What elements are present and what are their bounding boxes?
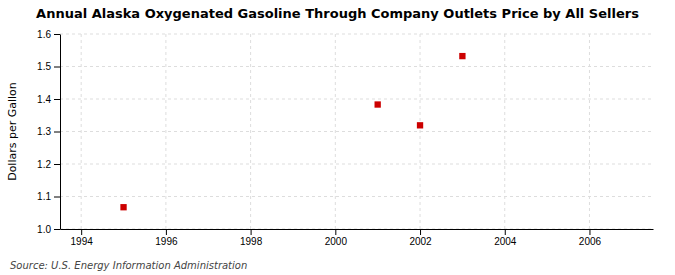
tick: 1998 xyxy=(240,229,263,247)
tick-label: 1996 xyxy=(155,236,178,247)
tick-label: 1.3 xyxy=(37,126,51,137)
tick-mark xyxy=(420,229,421,235)
source: Source: U.S. Energy Information Administ… xyxy=(10,260,247,271)
tick-mark xyxy=(54,164,60,165)
tick-mark xyxy=(589,229,590,235)
grid-line xyxy=(60,34,653,35)
point xyxy=(459,53,465,59)
tick-label: 1.1 xyxy=(37,191,51,202)
grid-line xyxy=(504,34,505,229)
tick-mark xyxy=(54,99,60,100)
point xyxy=(417,122,423,128)
grid-line xyxy=(60,131,653,132)
tick-label: 2002 xyxy=(409,236,432,247)
grid-line xyxy=(165,34,166,229)
grid-line xyxy=(60,66,653,67)
grid-line xyxy=(60,229,653,230)
y-axis: 1.0 1.1 1.2 1.3 1.4 1.5 1.6 xyxy=(37,29,60,235)
x-axis: 1994 1996 1998 2000 2002 2004 2006 xyxy=(61,229,654,247)
grid-line xyxy=(589,34,590,229)
grid-line xyxy=(60,196,653,197)
tick-label: 1.6 xyxy=(37,29,51,40)
tick: 2006 xyxy=(579,229,602,247)
tick-mark xyxy=(81,229,82,235)
axis-line xyxy=(60,35,61,230)
tick-label: 1.0 xyxy=(37,224,51,235)
tick-mark xyxy=(335,229,336,235)
tick-label: 2004 xyxy=(494,236,517,247)
tick: 2002 xyxy=(409,229,432,247)
tick-label: 1998 xyxy=(240,236,263,247)
tick: 1.4 xyxy=(37,94,60,105)
tick: 2000 xyxy=(325,229,348,247)
grid xyxy=(60,34,653,229)
tick: 1.2 xyxy=(37,159,60,170)
tick-mark xyxy=(54,34,60,35)
chart: 1994 1996 1998 2000 2002 2004 2006 1.0 1.1 1.2 1.3… xyxy=(0,0,675,275)
grid-line xyxy=(60,99,653,100)
tick: 1.0 xyxy=(37,224,60,235)
grid-line xyxy=(81,34,82,229)
point xyxy=(120,204,126,210)
tick-label: 1.2 xyxy=(37,159,51,170)
plot: 1994 1996 1998 2000 2002 2004 2006 1.0 1.1 1.2 1.3… xyxy=(37,29,653,247)
tick: 1.5 xyxy=(37,61,60,72)
tick-mark xyxy=(166,229,167,235)
tick: 1.6 xyxy=(37,29,60,40)
tick-label: 1.5 xyxy=(37,61,51,72)
tick-label: 1994 xyxy=(71,236,94,247)
tick-label: 2000 xyxy=(325,236,348,247)
tick-label: 2006 xyxy=(579,236,602,247)
tick-mark xyxy=(505,229,506,235)
tick: 2004 xyxy=(494,229,517,247)
points xyxy=(120,53,465,210)
grid-line xyxy=(335,34,336,229)
tick: 1996 xyxy=(155,229,178,247)
grid-line xyxy=(60,164,653,165)
y-axis-title: Dollars per Gallon xyxy=(6,82,19,181)
point xyxy=(375,101,381,107)
tick-mark xyxy=(251,229,252,235)
tick-mark xyxy=(54,67,60,68)
tick: 1.1 xyxy=(37,191,60,202)
tick: 1994 xyxy=(71,229,94,247)
grid-line xyxy=(420,34,421,229)
axis-line xyxy=(61,229,654,230)
tick-mark xyxy=(54,197,60,198)
tick-mark xyxy=(54,229,60,230)
grid-line xyxy=(250,34,251,229)
tick: 1.3 xyxy=(37,126,60,137)
tick-label: 1.4 xyxy=(37,94,51,105)
tick-mark xyxy=(54,132,60,133)
title: Annual Alaska Oxygenated Gasoline Throug… xyxy=(36,6,639,21)
